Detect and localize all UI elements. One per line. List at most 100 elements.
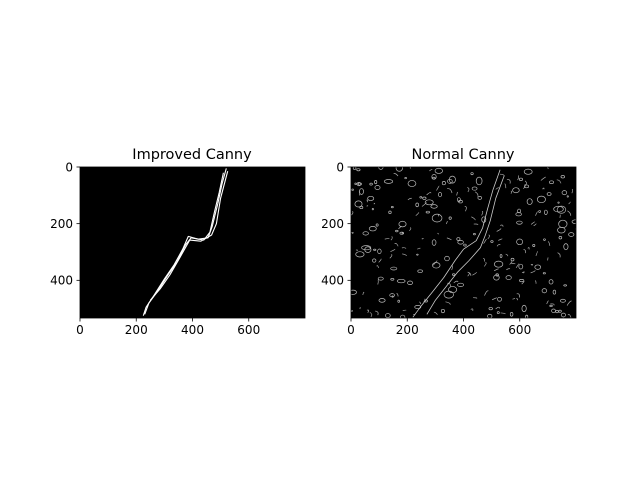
- noise-edge: [432, 262, 441, 269]
- noise-edge: [547, 241, 551, 246]
- noise-edge: [417, 269, 423, 273]
- noise-edge: [557, 252, 561, 258]
- noise-edge: [555, 310, 559, 314]
- noise-edge: [389, 253, 393, 259]
- noise-edge: [447, 282, 451, 287]
- noise-edge: [426, 192, 432, 196]
- noise-edge: [524, 184, 530, 189]
- normal-canny-axes: 0 200 400 600 0 200 400: [321, 160, 577, 337]
- noise-edge: [547, 167, 549, 170]
- noise-edge: [498, 238, 503, 241]
- noise-edge: [431, 176, 436, 180]
- noise-edge: [563, 243, 569, 251]
- noise-edge: [490, 240, 494, 243]
- x-tick-label: 400: [452, 323, 475, 337]
- noise-edge: [521, 281, 525, 285]
- noise-edge: [571, 219, 576, 224]
- x-tick-label: 200: [396, 323, 419, 337]
- noise-edge: [515, 263, 520, 269]
- noise-edge: [568, 201, 571, 205]
- noise-edge: [467, 187, 470, 193]
- noise-edge: [430, 204, 438, 209]
- noise-edge: [506, 268, 511, 271]
- noise-edge: [516, 293, 520, 298]
- noise-edge: [453, 280, 459, 284]
- noise-edge: [441, 181, 446, 186]
- noise-edge: [495, 187, 499, 190]
- y-tick-label: 200: [321, 217, 344, 231]
- noise-edge: [499, 254, 503, 258]
- noise-edge: [516, 220, 523, 225]
- y-tick-label: 400: [50, 274, 73, 288]
- noise-edge: [540, 176, 546, 181]
- noise-edge: [530, 221, 536, 225]
- noise-edge: [351, 232, 354, 234]
- noise-edge: [416, 253, 419, 256]
- noise-edge: [371, 208, 374, 211]
- noise-edge: [422, 196, 427, 200]
- noise-edge: [470, 172, 474, 176]
- noise-edge: [402, 253, 407, 257]
- noise-edge: [517, 175, 519, 181]
- noise-edge: [483, 257, 486, 262]
- noise-edge: [475, 176, 483, 186]
- noise-edge: [535, 211, 538, 216]
- noise-edge: [500, 312, 506, 315]
- noise-edge: [351, 210, 354, 216]
- x-tick-label: 0: [347, 323, 355, 337]
- noise-edge: [526, 198, 533, 205]
- noise-edge: [488, 307, 493, 311]
- noise-edge: [552, 289, 557, 295]
- noise-edge: [436, 185, 440, 191]
- noise-edge: [549, 304, 553, 307]
- noise-edge: [401, 247, 407, 249]
- noise-edge: [473, 233, 476, 236]
- noise-edge: [434, 167, 443, 174]
- noise-edge: [417, 247, 421, 250]
- noise-edge: [558, 235, 563, 240]
- noise-edge: [493, 268, 499, 272]
- noise-edge: [553, 205, 564, 213]
- noise-edge: [400, 314, 406, 318]
- y-tick-label: 0: [336, 160, 344, 174]
- noise-edge: [496, 228, 502, 232]
- noise-edge: [373, 202, 376, 205]
- noise-edge: [483, 238, 487, 244]
- noise-edge: [377, 248, 382, 254]
- noise-edge: [518, 177, 523, 181]
- noise-edge: [484, 290, 489, 296]
- noise-edge: [481, 210, 484, 216]
- noise-edge: [518, 279, 525, 283]
- improved-canny-crack-edge: [149, 171, 229, 301]
- noise-edge: [518, 263, 524, 270]
- noise-edge: [367, 195, 375, 201]
- noise-edge: [375, 310, 379, 316]
- noise-edge: [407, 280, 413, 285]
- y-tick-label: 200: [50, 217, 73, 231]
- noise-edge: [549, 180, 554, 184]
- noise-edge: [362, 291, 365, 296]
- noise-edge: [419, 301, 421, 305]
- noise-edge: [512, 187, 520, 194]
- noise-edge: [538, 210, 541, 213]
- noise-edge: [415, 202, 419, 208]
- noise-edge: [521, 271, 525, 274]
- noise-edge: [433, 311, 438, 315]
- noise-edge: [563, 284, 567, 287]
- noise-edge: [510, 257, 515, 262]
- noise-edge: [407, 180, 417, 187]
- noise-edge: [366, 309, 370, 313]
- noise-edge: [543, 209, 548, 215]
- noise-edge: [351, 289, 357, 295]
- noise-edge: [388, 210, 392, 214]
- noise-edge: [530, 270, 536, 274]
- improved-canny-crack-edge: [142, 168, 227, 316]
- noise-edge: [557, 201, 560, 204]
- noise-edge: [509, 312, 514, 317]
- noise-edge: [376, 265, 379, 269]
- noise-edge: [354, 200, 363, 208]
- noise-edge: [561, 190, 568, 196]
- improved-canny-title: Improved Canny: [132, 147, 252, 163]
- noise-edge: [504, 183, 507, 189]
- noise-edge: [521, 304, 527, 313]
